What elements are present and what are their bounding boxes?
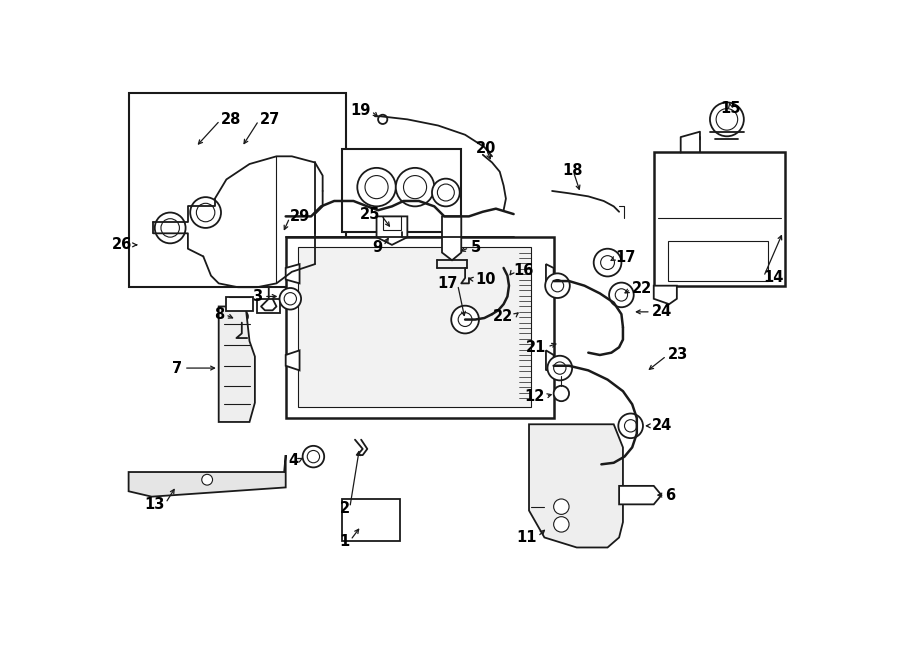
Circle shape xyxy=(552,280,563,292)
Text: 15: 15 xyxy=(721,101,741,116)
Text: 21: 21 xyxy=(526,340,546,355)
Polygon shape xyxy=(653,286,677,304)
Polygon shape xyxy=(546,350,554,370)
Text: 24: 24 xyxy=(652,418,672,434)
Polygon shape xyxy=(376,216,408,245)
Text: 27: 27 xyxy=(259,112,280,127)
Polygon shape xyxy=(619,486,662,504)
Text: 6: 6 xyxy=(665,488,675,502)
Bar xyxy=(227,297,254,311)
Text: 17: 17 xyxy=(616,251,635,266)
Polygon shape xyxy=(442,216,461,260)
Circle shape xyxy=(432,178,460,206)
Polygon shape xyxy=(653,153,785,286)
Circle shape xyxy=(716,108,738,130)
Circle shape xyxy=(554,499,569,514)
Text: 17: 17 xyxy=(437,276,457,291)
Circle shape xyxy=(196,204,215,222)
Bar xyxy=(382,216,401,230)
Circle shape xyxy=(458,313,472,327)
Text: 7: 7 xyxy=(173,360,183,375)
Polygon shape xyxy=(529,424,623,547)
Circle shape xyxy=(378,115,387,124)
Circle shape xyxy=(365,176,388,199)
Text: 29: 29 xyxy=(291,209,310,224)
Text: 10: 10 xyxy=(475,272,496,287)
Text: 9: 9 xyxy=(373,240,382,254)
Circle shape xyxy=(155,213,185,243)
Circle shape xyxy=(302,446,324,467)
Circle shape xyxy=(403,176,427,199)
Circle shape xyxy=(554,517,569,532)
Text: 4: 4 xyxy=(288,453,298,468)
Polygon shape xyxy=(285,237,554,418)
Text: 14: 14 xyxy=(763,270,784,286)
Circle shape xyxy=(618,414,643,438)
Circle shape xyxy=(609,283,634,307)
Polygon shape xyxy=(285,350,300,370)
Text: 26: 26 xyxy=(112,237,131,253)
Polygon shape xyxy=(219,307,255,422)
Polygon shape xyxy=(129,455,285,496)
Text: 8: 8 xyxy=(214,307,224,322)
Text: 2: 2 xyxy=(339,502,349,516)
Polygon shape xyxy=(342,499,400,541)
Circle shape xyxy=(357,168,396,206)
Circle shape xyxy=(284,293,296,305)
Text: 18: 18 xyxy=(562,163,583,178)
Circle shape xyxy=(600,256,615,270)
Text: 16: 16 xyxy=(514,263,534,278)
Circle shape xyxy=(594,249,621,276)
Text: 13: 13 xyxy=(144,497,165,512)
Circle shape xyxy=(190,197,221,228)
Text: 3: 3 xyxy=(253,289,263,304)
Text: 22: 22 xyxy=(632,282,652,296)
Circle shape xyxy=(236,310,248,323)
Circle shape xyxy=(616,289,627,301)
Text: 24: 24 xyxy=(652,304,672,319)
Bar xyxy=(257,299,280,313)
Circle shape xyxy=(437,184,454,201)
Circle shape xyxy=(554,362,566,374)
Bar xyxy=(668,241,768,281)
Circle shape xyxy=(710,102,743,136)
Circle shape xyxy=(554,386,569,401)
Circle shape xyxy=(625,420,637,432)
Text: 1: 1 xyxy=(339,534,349,549)
Text: 19: 19 xyxy=(350,102,371,118)
Circle shape xyxy=(280,288,302,309)
Text: 25: 25 xyxy=(360,207,381,221)
Text: 12: 12 xyxy=(524,389,544,404)
Text: 11: 11 xyxy=(517,530,536,545)
Text: 22: 22 xyxy=(493,309,514,324)
Text: 23: 23 xyxy=(668,348,688,362)
Polygon shape xyxy=(546,264,554,286)
Bar xyxy=(129,93,346,288)
Circle shape xyxy=(451,305,479,333)
Circle shape xyxy=(545,274,570,298)
Circle shape xyxy=(396,168,435,206)
Circle shape xyxy=(307,450,320,463)
Bar xyxy=(342,149,461,232)
Circle shape xyxy=(161,219,179,237)
Polygon shape xyxy=(285,264,300,284)
Polygon shape xyxy=(298,247,530,407)
Text: 28: 28 xyxy=(221,112,241,127)
Circle shape xyxy=(547,356,572,380)
Circle shape xyxy=(202,475,212,485)
Text: 20: 20 xyxy=(476,141,496,156)
Text: 5: 5 xyxy=(471,240,481,254)
